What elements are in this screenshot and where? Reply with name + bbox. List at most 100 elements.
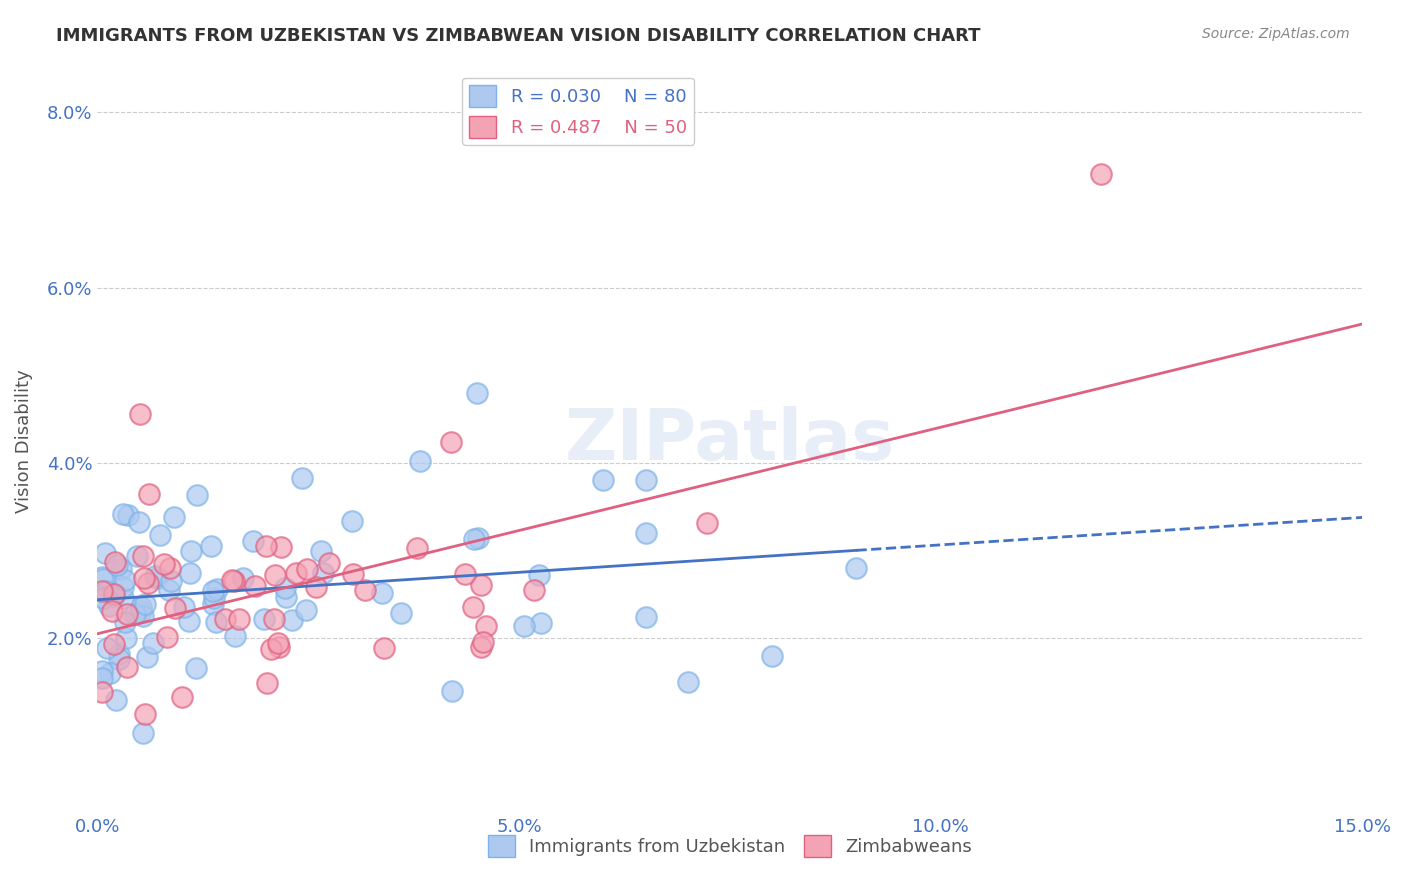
Point [318,556,340,570]
Point [132,571,155,585]
Point [242,533,264,548]
Point [634,473,657,487]
Point [523,583,546,598]
Point [100,665,122,680]
Point [157,583,180,598]
Point [529,568,551,582]
Point [201,597,224,611]
Point [114,573,136,587]
Point [224,629,246,643]
Point [173,600,195,615]
Point [108,651,131,665]
Point [297,562,319,576]
Point [530,615,553,630]
Point [353,583,375,598]
Point [114,632,136,646]
Point [101,604,124,618]
Point [94,546,117,560]
Point [202,591,225,605]
Point [1090,167,1112,181]
Point [111,591,134,605]
Point [281,613,304,627]
Point [180,544,202,558]
Point [159,574,181,589]
Point [312,566,335,581]
Point [186,488,208,502]
Point [269,640,291,654]
Point [115,660,138,674]
Point [94,584,117,599]
Point [145,571,167,585]
Point [117,508,139,522]
Point [260,642,283,657]
Point [136,649,159,664]
Point [90,685,112,699]
Point [124,607,146,621]
Point [309,544,332,558]
Point [634,609,657,624]
Point [90,664,112,678]
Point [276,590,298,604]
Point [93,572,115,586]
Point [132,726,155,740]
Point [129,600,152,615]
Point [592,473,614,487]
Point [134,597,156,611]
Point [305,580,328,594]
Point [470,640,492,655]
Point [273,581,295,595]
Point [405,541,427,556]
Point [461,600,484,615]
Point [136,575,159,590]
Point [128,515,150,529]
Point [371,586,394,600]
Y-axis label: Vision Disability: Vision Disability [15,369,32,513]
Point [340,514,363,528]
Point [204,615,226,629]
Point [634,525,657,540]
Point [470,578,492,592]
Point [232,571,254,585]
Point [373,640,395,655]
Point [200,539,222,553]
Point [475,618,498,632]
Point [103,637,125,651]
Text: IMMIGRANTS FROM UZBEKISTAN VS ZIMBABWEAN VISION DISABILITY CORRELATION CHART: IMMIGRANTS FROM UZBEKISTAN VS ZIMBABWEAN… [56,27,981,45]
Point [254,539,277,553]
Point [132,609,155,624]
Point [201,584,224,599]
Point [111,507,134,521]
Point [143,569,166,583]
Point [127,549,149,563]
Point [163,510,186,524]
Point [110,562,132,576]
Point [108,647,131,661]
Point [465,385,488,400]
Point [472,634,495,648]
Point [163,601,186,615]
Point [112,580,135,594]
Point [103,589,125,603]
Point [463,532,485,546]
Point [149,528,172,542]
Point [205,582,228,597]
Point [170,690,193,704]
Legend: Immigrants from Uzbekistan, Zimbabweans: Immigrants from Uzbekistan, Zimbabweans [481,827,979,863]
Point [186,661,208,675]
Point [156,630,179,644]
Point [98,599,121,614]
Point [222,574,245,589]
Point [105,693,128,707]
Point [389,606,412,620]
Point [132,549,155,564]
Point [90,671,112,685]
Point [114,615,136,630]
Point [513,619,536,633]
Point [291,470,314,484]
Point [134,706,156,721]
Point [129,604,152,618]
Point [264,568,287,582]
Point [676,674,699,689]
Point [467,532,489,546]
Point [105,558,128,572]
